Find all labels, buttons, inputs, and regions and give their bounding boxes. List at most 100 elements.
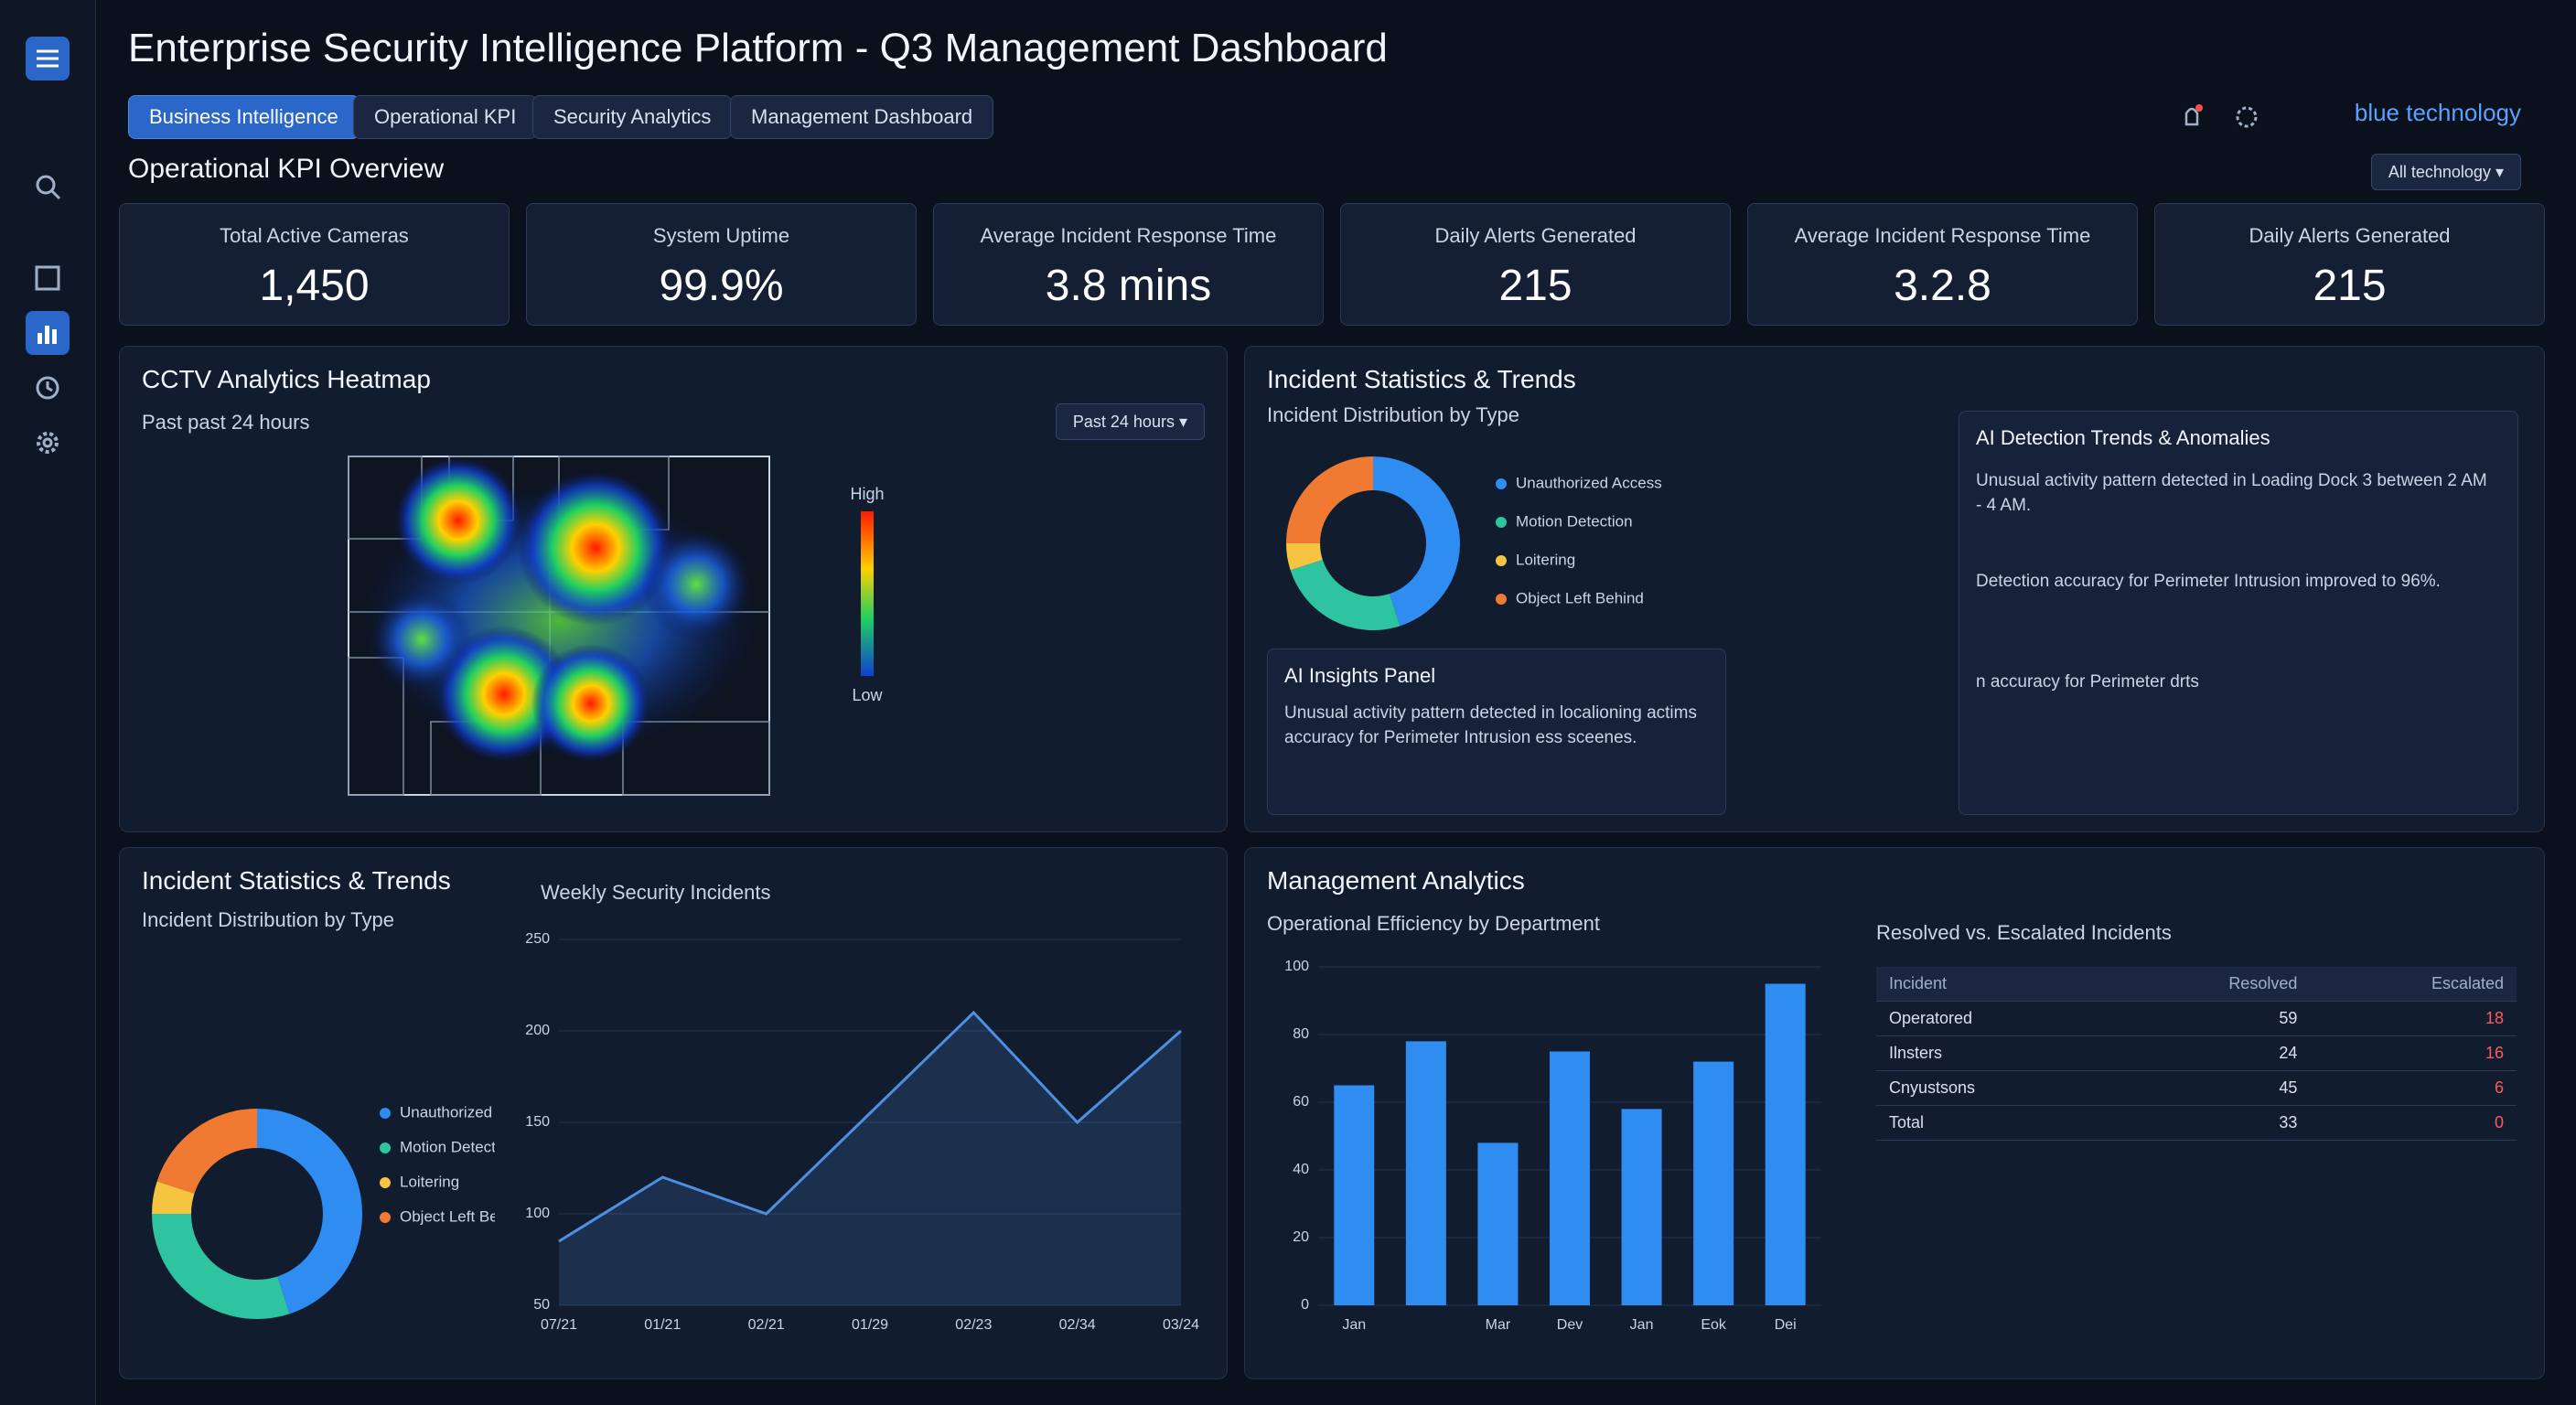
donut-segment [1286,456,1373,543]
legend-label: Motion Detection [1516,512,1633,530]
legend-swatch [380,1142,391,1153]
tab[interactable]: Management Dashboard [730,95,994,139]
tab[interactable]: Operational KPI [353,95,538,139]
x-tick-label: Dei [1775,1317,1797,1333]
x-tick-label: 01/29 [852,1317,888,1333]
efficiency-bar-chart: Operational Efficiency by Department 0 20… [1267,912,1821,1333]
donut-segment [1286,543,1323,571]
donut-segment [156,1109,257,1194]
legend-swatch [1496,517,1507,528]
management-title: Management Analytics [1267,866,1525,895]
bar [1550,1051,1590,1305]
y-tick-label: 50 [533,1297,550,1313]
x-tick-label: Eok [1701,1317,1727,1333]
table-row: Operatored 59 18 [1876,1001,2517,1036]
header-icons [2184,104,2258,128]
range-label: Past 24 hours [1072,413,1175,431]
y-tick-label: 250 [525,931,550,947]
settings-button[interactable] [26,421,70,465]
x-tick-label: 01/21 [644,1317,681,1333]
bar [1477,1142,1519,1305]
analytics-button[interactable] [26,311,70,355]
ai-insights-text: Unusual activity pattern detected in loc… [1284,703,1697,747]
ai-insights-panel: AI Insights Panel Unusual activity patte… [1267,649,1726,815]
incident-donut-chart: Unauthorized Access Motion Detection Loite… [1286,456,1662,630]
heatmap-range[interactable]: Past 24 hours ▾ [1055,403,1205,440]
table-row: Ilnsters 24 16 [1876,1035,2517,1071]
ai-insights-title: AI Insights Panel [1284,664,1436,687]
x-tick-label: Dev [1557,1317,1583,1333]
y-tick-label: 100 [1284,959,1309,974]
incident-top-title: Incident Statistics & Trends [1267,365,1576,393]
table-cell: Cnyustsons [1876,1070,2112,1106]
kpi-label: Average Incident Response Time [1794,224,2091,247]
y-tick-label: 60 [1293,1094,1309,1110]
ai-trends-title: AI Detection Trends & Anomalies [1976,426,2270,449]
kpi-value: 3.8 mins [1045,262,1212,310]
analytics-icon [38,326,57,344]
weekly-chart-title: Weekly Security Incidents [541,881,770,904]
menu-icon [37,49,59,68]
x-tick-label: 02/34 [1059,1317,1096,1333]
table-cell: 0 [2310,1105,2517,1141]
history-button[interactable] [26,366,70,410]
tab[interactable]: Business Intelligence [128,95,360,139]
kpi-label: Daily Alerts Generated [2249,224,2451,247]
table-cell: 24 [2111,1035,2311,1071]
y-tick-label: 0 [1301,1297,1309,1313]
heatmap: High Low [348,456,885,796]
ai-trends-panel: AI Detection Trends & Anomalies Unusual … [1959,411,2518,815]
x-tick-label: 07/21 [541,1317,577,1333]
kpi-label: Average Incident Response Time [980,224,1277,247]
legend-swatch [1496,555,1507,566]
reports-icon [35,265,60,291]
incident-donut-chart: Unauthorized Access Motion Detection Loite… [152,1103,495,1319]
menu-button[interactable] [26,37,70,80]
x-tick-label: Mar [1486,1317,1511,1333]
reports-button[interactable] [26,256,70,300]
gear-icon[interactable] [2236,106,2258,128]
bell-icon[interactable] [2184,107,2199,126]
table-header-cell: Escalated [2310,967,2517,1002]
line-area [559,1013,1181,1305]
x-tick-label: 02/21 [748,1317,785,1333]
legend-swatch [1496,478,1507,489]
heatmap-panel: CCTV Analytics Heatmap Past past 24 hour… [119,346,1228,832]
table-cell: 18 [2310,1001,2517,1036]
filter-label: All technology [2388,163,2491,181]
heat-legend-bar [861,511,874,676]
legend-label: Loitering [1516,551,1575,568]
legend-swatch [380,1108,391,1119]
table-cell: 59 [2111,1001,2311,1036]
kpi-value: 1,450 [259,262,370,310]
technology-filter[interactable]: All technology ▾ [2370,154,2521,190]
legend-label: Loitering [400,1173,459,1190]
search-button[interactable] [26,165,70,209]
y-tick-label: 150 [525,1114,550,1130]
table-wrap: Incident Resolved Escalated Operatored 59 18 I… [1876,967,2517,1141]
table-title: Resolved vs. Escalated Incidents [1876,921,2172,944]
incident-bottom-subtitle: Incident Distribution by Type [142,908,394,931]
weekly-line-chart: Weekly Security Incidents 50 100 150 200 250… [525,881,1199,1333]
donut-segment [257,1109,362,1314]
table-row: Cnyustsons 45 6 [1876,1070,2517,1106]
donut-segment [152,1214,290,1319]
kpi-card: Total Active Cameras 1,450 [119,203,510,326]
incident-bottom-title: Incident Statistics & Trends [142,866,451,895]
bar-chart-title: Operational Efficiency by Department [1267,912,1600,935]
y-tick-label: 20 [1293,1229,1309,1245]
x-tick-label: Jan [1342,1317,1366,1333]
heatmap-subtitle: Past past 24 hours [142,411,310,434]
table-cell: 45 [2111,1070,2311,1106]
kpi-label: Total Active Cameras [220,224,409,247]
incident-top-panel: Incident Statistics & Trends Incident Di… [1244,346,2545,832]
table-cell: 33 [2111,1105,2311,1141]
management-panel: Management Analytics Operational Efficie… [1244,847,2545,1379]
heat-blobs [358,456,760,763]
incident-bottom-panel: Incident Statistics & Trends Incident Di… [119,847,1228,1379]
tab[interactable]: Security Analytics [532,95,733,139]
legend-low: Low [852,686,883,704]
donut-segment [1290,559,1401,630]
table-cell: Operatored [1876,1001,2112,1036]
line-series [558,1010,1182,1243]
